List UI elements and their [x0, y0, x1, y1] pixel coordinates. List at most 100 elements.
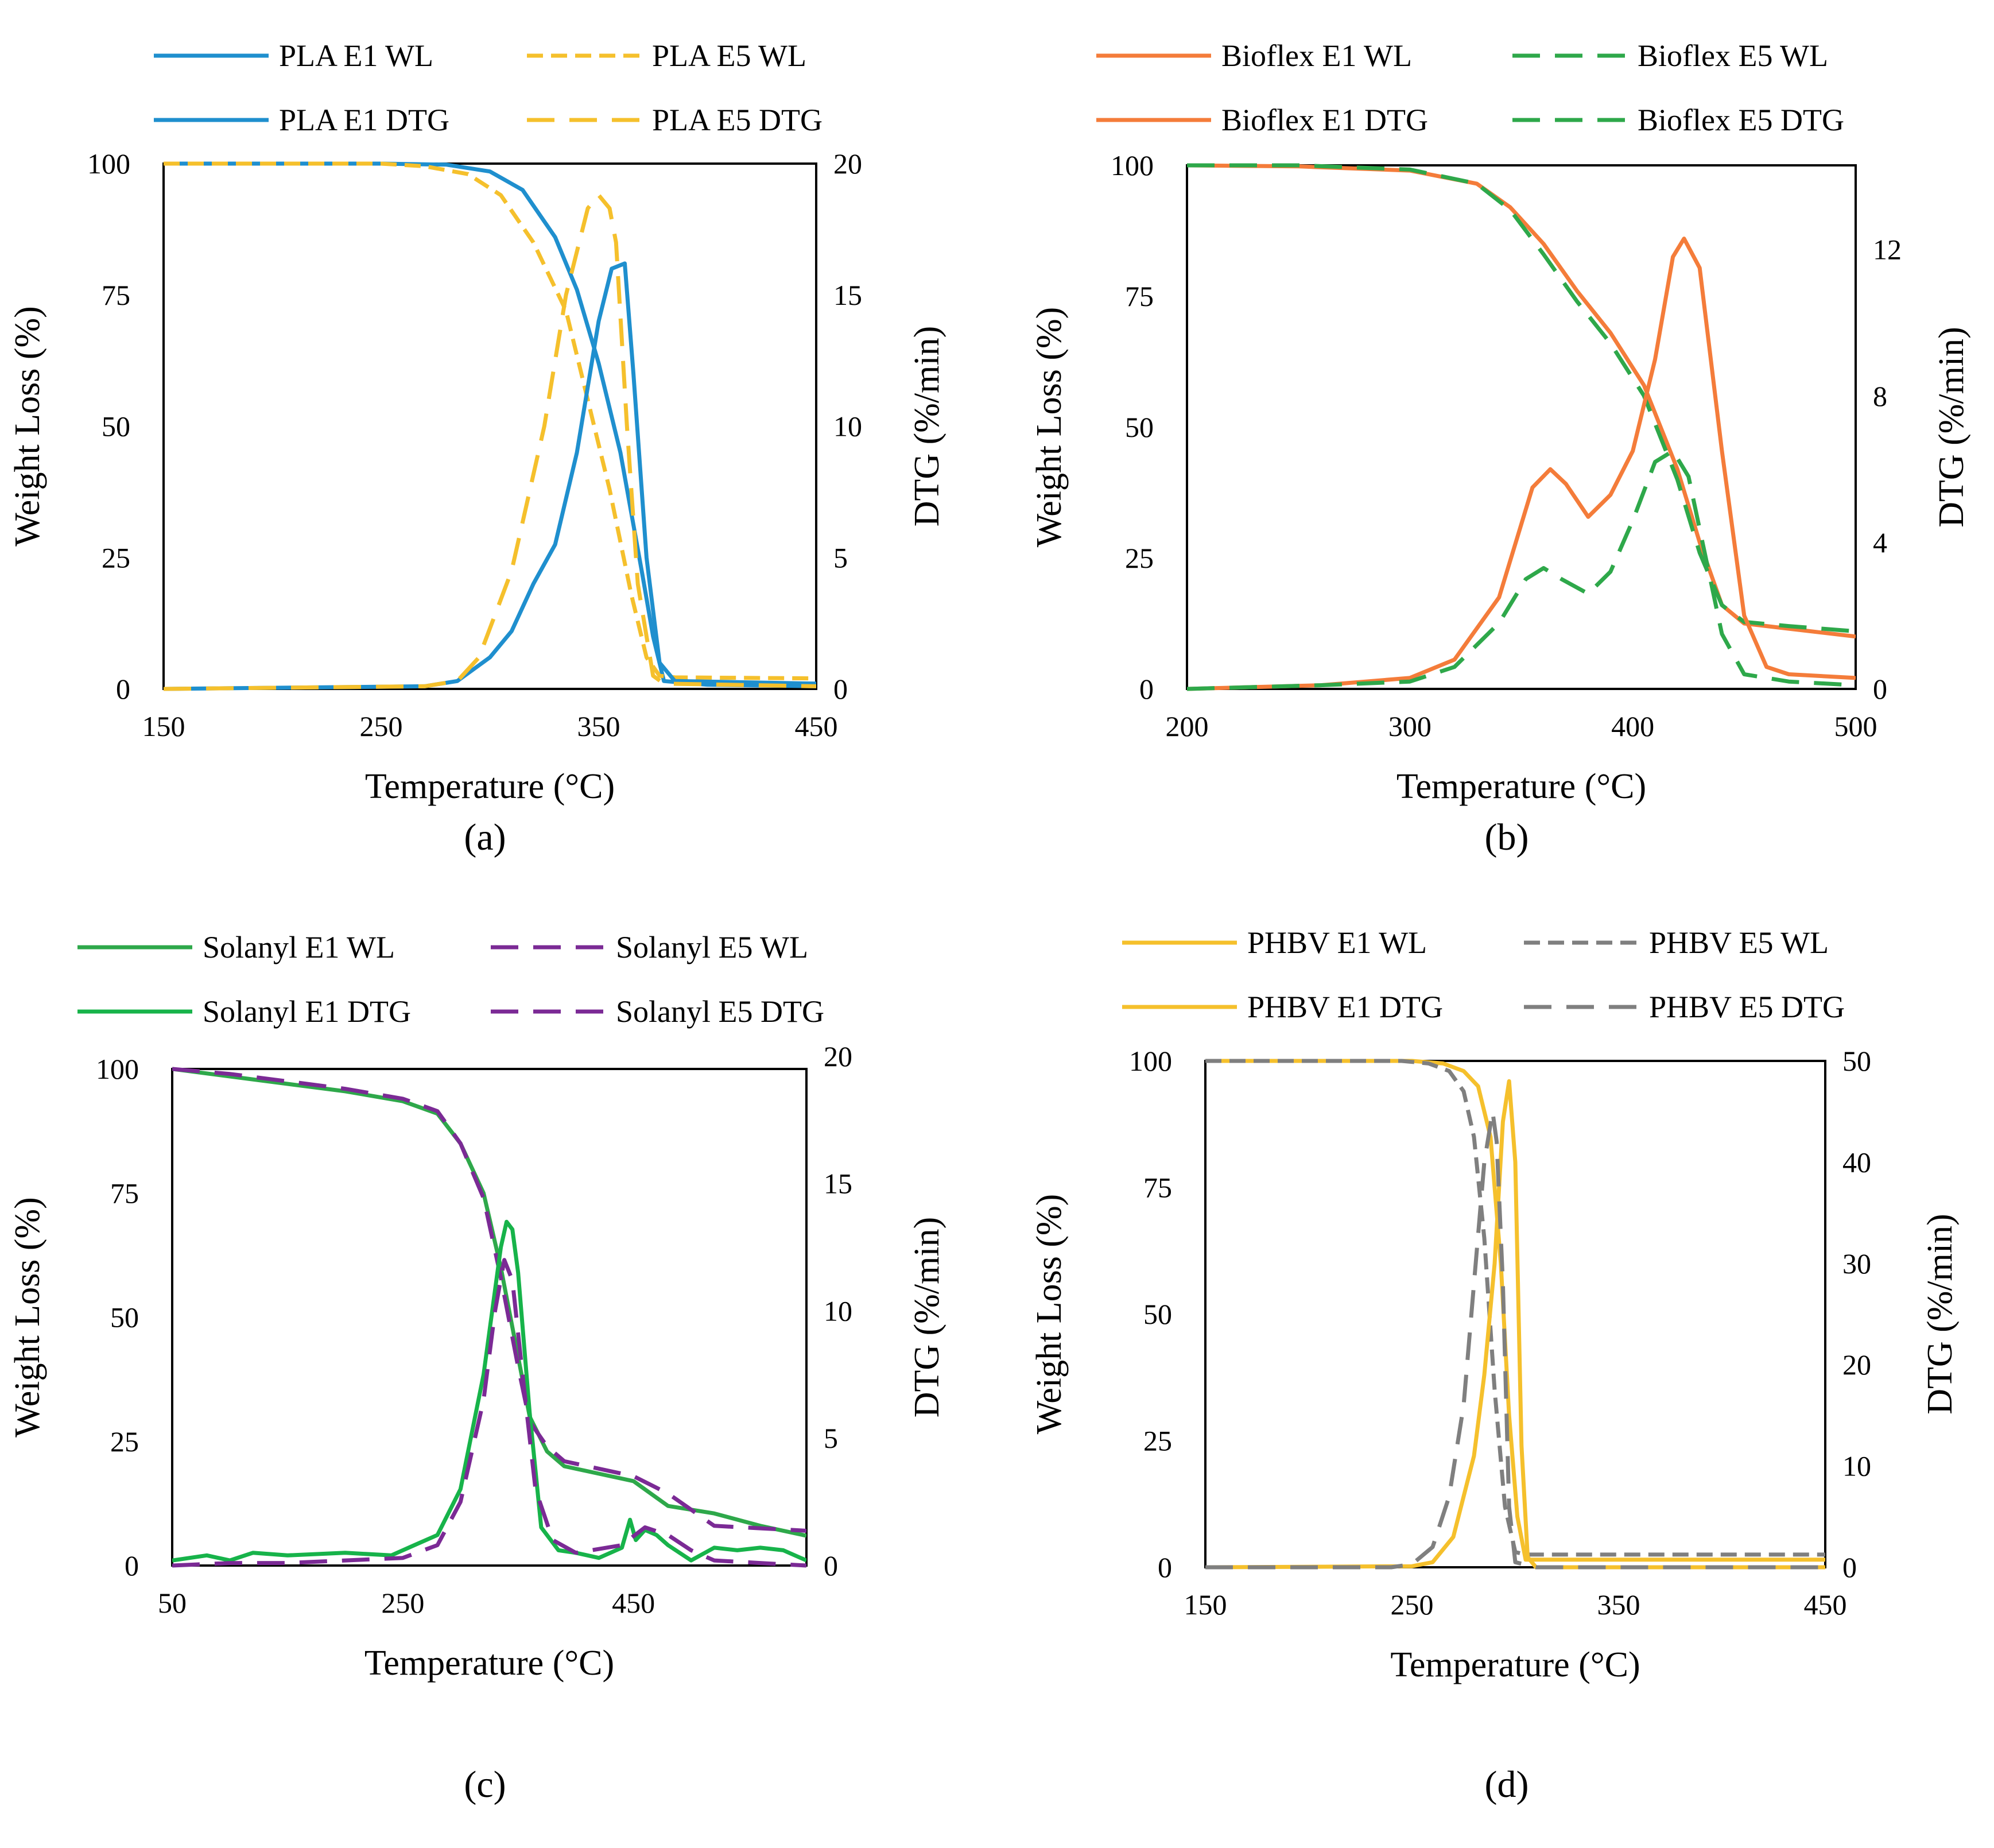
- x-tick-label: 150: [1184, 1589, 1227, 1621]
- y2-tick-label: 10: [833, 410, 862, 443]
- y2-tick-label: 0: [824, 1549, 838, 1582]
- series-line-solanyl-e1-dtg: [172, 1219, 806, 1563]
- y2-tick-label: 20: [824, 1040, 852, 1072]
- x-tick-label: 250: [381, 1587, 424, 1619]
- x-tick-label: 300: [1388, 710, 1432, 742]
- chart-panel-a: 150 250 350 450 0 25 50 75 100 0 5 10 15 20 Temperatur…: [8, 38, 946, 858]
- series-line-bioflex-e1-dtg: [1187, 237, 1856, 691]
- y-tick-label: 50: [1143, 1298, 1172, 1330]
- y2-tick-label: 0: [1842, 1551, 1857, 1583]
- x-tick-label: 450: [612, 1587, 655, 1619]
- y-tick-label: 75: [110, 1177, 139, 1209]
- y2-tick-label: 12: [1873, 234, 1902, 266]
- x-tick-label: 200: [1166, 710, 1209, 742]
- y2-tick-label: 4: [1873, 526, 1887, 559]
- y-tick-label: 0: [1139, 673, 1154, 705]
- legend-label: PLA E5 WL: [652, 38, 806, 73]
- y-tick-label: 50: [1125, 411, 1154, 443]
- series-group: [1205, 1059, 1825, 1570]
- legend-label: PHBV E1 WL: [1247, 925, 1427, 960]
- legend-label: Solanyl E5 DTG: [616, 994, 824, 1029]
- legend-label: Bioflex E5 DTG: [1638, 103, 1844, 137]
- panel-label: (d): [1485, 1764, 1529, 1806]
- y2-axis-title: DTG (%/min): [907, 1217, 946, 1418]
- x-tick-label: 50: [158, 1587, 187, 1619]
- y-tick-label: 25: [102, 541, 130, 574]
- series-line-phbv-e5-dtg: [1205, 1109, 1825, 1570]
- y2-tick-label: 8: [1873, 380, 1887, 412]
- legend-label: PLA E1 DTG: [279, 103, 449, 137]
- legend: Bioflex E1 WL Bioflex E5 WL Bioflex E1 DTG…: [1096, 38, 1844, 137]
- x-tick-label: 250: [360, 710, 403, 742]
- x-tick-label: 250: [1391, 1589, 1434, 1621]
- series-group: [1187, 163, 1856, 691]
- y2-tick-label: 15: [833, 279, 862, 311]
- y-tick-label: 100: [87, 148, 130, 180]
- x-tick-label: 450: [795, 710, 838, 742]
- y2-tick-label: 5: [833, 541, 848, 574]
- legend-label: Bioflex E1 DTG: [1221, 103, 1428, 137]
- legend-label: PHBV E5 DTG: [1649, 990, 1845, 1024]
- series-line-pla-e1-dtg: [164, 261, 816, 691]
- y-axis-title: Weight Loss (%): [1030, 1194, 1069, 1435]
- legend-label: Bioflex E5 WL: [1638, 38, 1828, 73]
- y-axis-title: Weight Loss (%): [1030, 307, 1069, 548]
- chart-panel-d: 150 250 350 450 0 25 50 75 100 0 10 20 30 40 50 Tempera…: [1030, 925, 1960, 1806]
- legend-label: PLA E1 WL: [279, 38, 433, 73]
- series-line-pla-e1-wl: [164, 161, 816, 688]
- y2-tick-label: 50: [1842, 1045, 1871, 1077]
- x-axis-title: Temperature (°C): [364, 1644, 614, 1683]
- y2-tick-label: 15: [824, 1168, 852, 1200]
- plot-frame: [162, 162, 817, 690]
- plot-frame: [171, 1068, 808, 1567]
- y-tick-label: 50: [110, 1301, 139, 1334]
- x-tick-label: 400: [1611, 710, 1654, 742]
- y2-tick-label: 10: [1842, 1450, 1871, 1482]
- legend-label: PLA E5 DTG: [652, 103, 823, 137]
- series-line-phbv-e1-dtg: [1205, 1079, 1825, 1570]
- y2-axis-title: DTG (%/min): [907, 326, 946, 527]
- y-tick-label: 25: [1143, 1425, 1172, 1457]
- x-tick-label: 150: [142, 710, 185, 742]
- x-tick-label: 450: [1804, 1589, 1847, 1621]
- x-tick-label: 500: [1834, 710, 1877, 742]
- y2-tick-label: 5: [824, 1422, 838, 1454]
- y2-tick-label: 20: [1842, 1349, 1871, 1381]
- y2-tick-label: 30: [1842, 1248, 1871, 1280]
- legend: PHBV E1 WL PHBV E5 WL PHBV E1 DTG PHBV E5 D…: [1122, 925, 1845, 1024]
- y-tick-label: 100: [96, 1053, 139, 1085]
- series-line-solanyl-e5-wl: [172, 1067, 806, 1533]
- x-axis-title: Temperature (°C): [365, 767, 615, 806]
- y-tick-label: 75: [1125, 280, 1154, 312]
- y-tick-label: 0: [116, 673, 130, 705]
- y-tick-label: 75: [102, 279, 130, 311]
- series-group: [164, 161, 816, 691]
- y-tick-label: 25: [110, 1425, 139, 1458]
- y-tick-label: 0: [1158, 1551, 1172, 1583]
- y2-tick-label: 20: [833, 148, 862, 180]
- x-axis-title: Temperature (°C): [1390, 1645, 1640, 1684]
- legend-label: Solanyl E1 DTG: [203, 994, 411, 1029]
- series-line-bioflex-e5-dtg: [1187, 449, 1856, 691]
- series-line-pla-e5-dtg: [164, 193, 816, 691]
- series-line-bioflex-e1-wl: [1187, 163, 1856, 639]
- y-tick-label: 75: [1143, 1172, 1172, 1204]
- y-tick-label: 25: [1125, 542, 1154, 574]
- y2-tick-label: 0: [833, 673, 848, 705]
- y-tick-label: 100: [1129, 1045, 1172, 1077]
- panel-label: (a): [464, 816, 506, 858]
- y-axis-title: Weight Loss (%): [8, 306, 47, 547]
- x-tick-label: 350: [1597, 1589, 1640, 1621]
- y-tick-label: 50: [102, 410, 130, 443]
- panel-label: (b): [1485, 816, 1529, 858]
- series-line-solanyl-e5-dtg: [172, 1258, 806, 1568]
- chart-panel-c: 50 250 450 0 25 50 75 100 0 5 10 15 20 Temperature (°…: [8, 930, 946, 1806]
- y2-tick-label: 10: [824, 1295, 852, 1327]
- y2-tick-label: 40: [1842, 1146, 1871, 1178]
- y-tick-label: 100: [1111, 149, 1154, 181]
- series-group: [172, 1067, 806, 1568]
- y2-axis-title: DTG (%/min): [1921, 1214, 1960, 1415]
- y-tick-label: 0: [125, 1549, 139, 1582]
- series-line-pla-e5-wl: [164, 161, 816, 681]
